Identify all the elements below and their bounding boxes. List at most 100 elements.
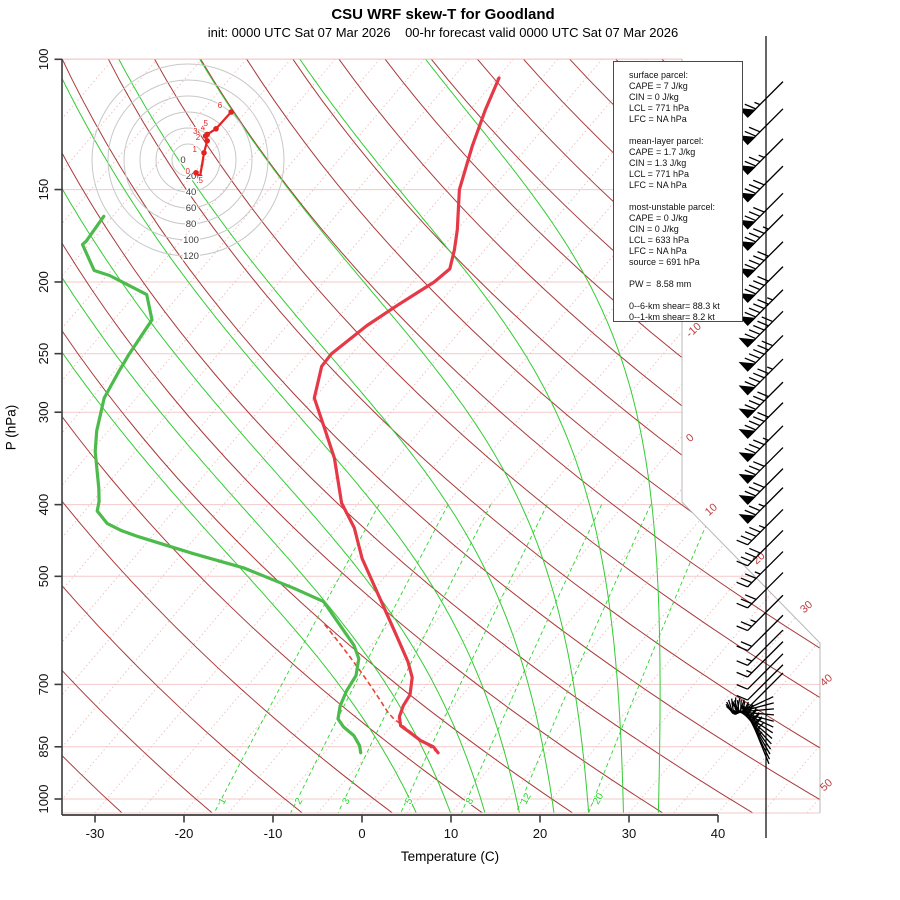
wind-barb xyxy=(738,289,784,327)
wind-barb xyxy=(736,594,784,632)
svg-text:6: 6 xyxy=(218,101,223,110)
wind-barb xyxy=(738,266,784,303)
svg-text:0: 0 xyxy=(180,155,185,166)
wind-barb xyxy=(736,572,784,609)
info-line: PW = 8.58 mm xyxy=(629,279,692,289)
svg-text:50: 50 xyxy=(818,777,835,794)
wind-barb xyxy=(738,214,784,251)
svg-text:300: 300 xyxy=(36,401,51,423)
temperature-profile xyxy=(312,76,501,755)
wind-barb xyxy=(738,334,784,372)
chart-title: CSU WRF skew-T for Goodland xyxy=(331,6,555,23)
svg-text:80: 80 xyxy=(186,219,197,230)
info-line: 0--6-km shear= 88.3 kt xyxy=(629,301,720,311)
info-line xyxy=(629,268,742,279)
wind-barb xyxy=(738,81,784,118)
info-line: CIN = 0 J/kg xyxy=(629,92,679,102)
svg-text:8: 8 xyxy=(464,796,477,807)
svg-text:60: 60 xyxy=(186,203,197,214)
svg-text:4: 4 xyxy=(201,123,206,132)
info-line xyxy=(629,191,742,202)
y-axis-title: P (hPa) xyxy=(3,404,19,451)
info-line: CAPE = 1.7 J/kg xyxy=(629,147,696,157)
svg-text:120: 120 xyxy=(183,251,199,262)
svg-text:3: 3 xyxy=(340,796,353,807)
info-line xyxy=(629,290,742,301)
wind-barb xyxy=(738,108,784,146)
wind-barb xyxy=(738,447,784,484)
svg-text:100: 100 xyxy=(183,235,199,246)
chart-subtitle: init: 0000 UTC Sat 07 Mar 2026 00-hr for… xyxy=(207,25,679,40)
svg-text:20: 20 xyxy=(533,826,547,841)
svg-text:0: 0 xyxy=(358,826,365,841)
parcel-info-panel: surface parcel: CAPE = 7 J/kg CIN = 0 J/kg… xyxy=(613,61,743,322)
svg-text:20: 20 xyxy=(591,791,606,807)
wind-barb xyxy=(738,241,784,279)
svg-text:5: 5 xyxy=(204,119,209,128)
info-line: 0--1-km shear= 8.2 kt xyxy=(629,312,715,322)
wind-barb xyxy=(736,614,784,652)
wind-barb xyxy=(738,468,784,505)
svg-text:400: 400 xyxy=(36,494,51,516)
info-line: mean-layer parcel: xyxy=(629,136,704,146)
dewpoint-profile xyxy=(80,214,363,755)
parcel-path xyxy=(322,621,439,754)
info-line: CAPE = 0 J/kg xyxy=(629,213,688,223)
svg-text:-10: -10 xyxy=(264,826,283,841)
svg-text:250: 250 xyxy=(36,343,51,365)
svg-text:-30: -30 xyxy=(86,826,105,841)
info-line: source = 691 hPa xyxy=(629,257,700,267)
svg-text:10: 10 xyxy=(444,826,458,841)
svg-text:0: 0 xyxy=(684,432,697,445)
svg-text:30: 30 xyxy=(798,599,815,616)
wind-barb xyxy=(736,629,784,666)
wind-barb xyxy=(738,402,784,439)
info-line xyxy=(629,125,742,136)
svg-text:-20: -20 xyxy=(175,826,194,841)
info-line: CAPE = 7 J/kg xyxy=(629,81,688,91)
wind-barb xyxy=(736,641,784,678)
profiles xyxy=(80,76,501,755)
info-line: CIN = 1.3 J/kg xyxy=(629,158,687,168)
wind-barb xyxy=(738,358,784,396)
wind-barb xyxy=(738,165,784,203)
info-line: surface parcel: xyxy=(629,70,689,80)
info-line: CIN = 0 J/kg xyxy=(629,224,679,234)
info-line: LFC = NA hPa xyxy=(629,246,687,256)
wind-barb xyxy=(738,310,784,348)
info-line: most-unstable parcel: xyxy=(629,202,716,212)
svg-text:700: 700 xyxy=(36,674,51,696)
svg-text:500: 500 xyxy=(36,565,51,587)
svg-text:850: 850 xyxy=(36,736,51,758)
wind-barb xyxy=(738,138,784,176)
wind-barb xyxy=(736,653,784,690)
wind-barb xyxy=(738,487,784,524)
skewt-grid xyxy=(62,59,820,813)
svg-text:150: 150 xyxy=(36,179,51,201)
svg-text:12: 12 xyxy=(519,791,534,807)
svg-text:1: 1 xyxy=(217,796,230,807)
svg-text:40: 40 xyxy=(711,826,725,841)
wind-barb xyxy=(738,381,784,419)
info-line: LCL = 633 hPa xyxy=(629,235,689,245)
svg-text:0: 0 xyxy=(186,167,191,176)
svg-text:40: 40 xyxy=(186,187,197,198)
svg-text:40: 40 xyxy=(818,672,835,689)
svg-text:10: 10 xyxy=(703,501,720,518)
svg-text:5: 5 xyxy=(403,796,416,807)
svg-text:3: 3 xyxy=(193,127,198,136)
wind-barb xyxy=(738,425,784,463)
wind-barb xyxy=(736,664,784,701)
svg-text:30: 30 xyxy=(622,826,636,841)
info-line: LCL = 771 hPa xyxy=(629,103,689,113)
wind-barb-column xyxy=(725,36,784,838)
hodograph-trace xyxy=(195,111,233,178)
svg-text:-10: -10 xyxy=(684,320,704,340)
x-axis-title: Temperature (C) xyxy=(400,849,500,864)
svg-text:.5: .5 xyxy=(196,176,203,185)
wind-barb xyxy=(736,551,784,588)
